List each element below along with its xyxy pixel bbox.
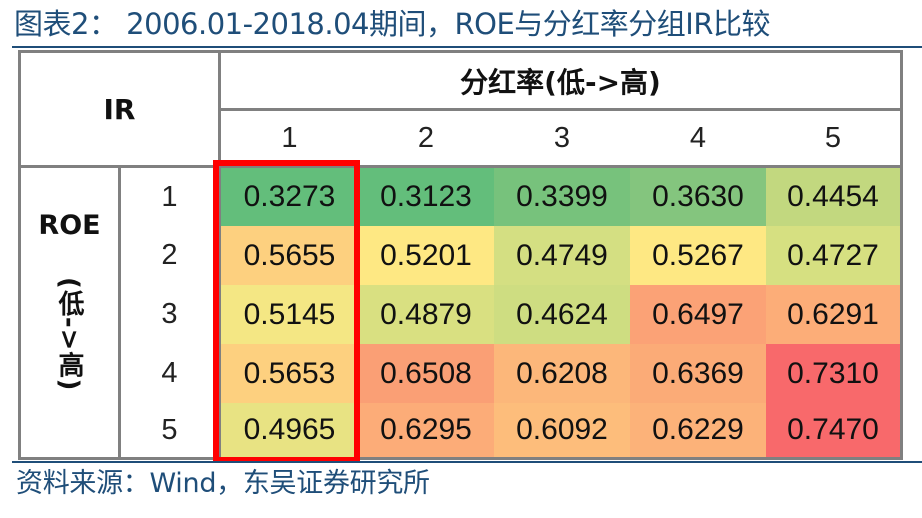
ir-value-cell: 0.4879: [358, 285, 494, 344]
title-divider: [12, 46, 922, 48]
column-header: 1: [218, 108, 358, 165]
ir-value-cell: 0.4965: [218, 403, 358, 460]
corner-label-text: IR: [103, 92, 136, 126]
row-group-label: ROE: [38, 210, 101, 241]
row-group-header: ROE (低->高): [18, 165, 118, 460]
row-header: 1: [118, 165, 218, 226]
ir-value-cell: 0.6291: [766, 285, 903, 344]
row-header: 4: [118, 344, 218, 403]
ir-value-cell: 0.6208: [494, 344, 630, 403]
ir-value-cell: 0.4749: [494, 226, 630, 285]
ir-value-cell: 0.6497: [630, 285, 766, 344]
ir-value-cell: 0.4727: [766, 226, 903, 285]
ir-value-cell: 0.7310: [766, 344, 903, 403]
ir-value-cell: 0.5145: [218, 285, 358, 344]
ir-value-cell: 0.5653: [218, 344, 358, 403]
row-group-sublabel: (低->高): [54, 277, 84, 392]
ir-value-cell: 0.5655: [218, 226, 358, 285]
source-note: 资料来源：Wind，东吴证券研究所: [16, 468, 430, 499]
row-header: 2: [118, 226, 218, 285]
ir-value-cell: 0.6092: [494, 403, 630, 460]
ir-value-cell: 0.3399: [494, 165, 630, 226]
ir-value-cell: 0.5201: [358, 226, 494, 285]
ir-value-cell: 0.7470: [766, 403, 903, 460]
ir-value-cell: 0.3630: [630, 165, 766, 226]
row-header: 5: [118, 403, 218, 460]
ir-value-cell: 0.3123: [358, 165, 494, 226]
ir-value-cell: 0.4624: [494, 285, 630, 344]
ir-value-cell: 0.6229: [630, 403, 766, 460]
column-group-label: 分红率(低->高): [460, 65, 661, 99]
column-header: 3: [494, 108, 630, 165]
ir-value-cell: 0.4454: [766, 165, 903, 226]
ir-value-cell: 0.6508: [358, 344, 494, 403]
ir-value-cell: 0.5267: [630, 226, 766, 285]
ir-value-cell: 0.6295: [358, 403, 494, 460]
source-divider: [12, 461, 922, 463]
corner-label: IR: [18, 50, 218, 165]
figure-title: 图表2： 2006.01-2018.04期间，ROE与分红率分组IR比较: [14, 7, 770, 41]
ir-value-cell: 0.3273: [218, 165, 358, 226]
ir-value-cell: 0.6369: [630, 344, 766, 403]
column-group-header: 分红率(低->高): [218, 50, 903, 108]
column-header: 2: [358, 108, 494, 165]
column-header: 5: [766, 108, 903, 165]
row-header: 3: [118, 285, 218, 344]
column-header: 4: [630, 108, 766, 165]
